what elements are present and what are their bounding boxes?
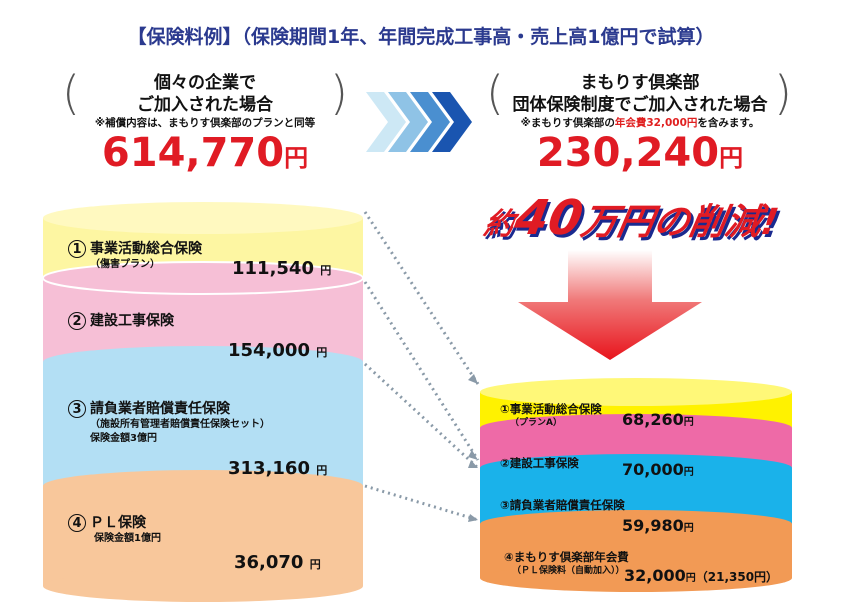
right-segment-4-extra: （21,350円） xyxy=(695,570,779,584)
right-note: ※まもりす倶楽部の年会費32,000円を含みます。 xyxy=(490,116,790,130)
chevron-3-icon xyxy=(410,92,450,152)
left-segment-3-sub2: 保険金額3億円 xyxy=(90,433,157,444)
right-segment-1-amount: 68,260 xyxy=(622,410,684,429)
left-segment-3: 3 請負業者賠償責任保険 （施設所有管理者賠償責任保険セット） 保険金額3億円 xyxy=(68,400,270,446)
right-note-suffix: を含みます。 xyxy=(697,117,760,129)
right-segment-1-num: ① xyxy=(500,402,510,416)
left-segment-3-sub: （施設所有管理者賠償責任保険セット） xyxy=(90,419,270,430)
left-segment-4-label: ＰＬ保険 xyxy=(90,515,146,531)
right-segment-4-price: 32,000円（21,350円） xyxy=(624,566,779,585)
right-heading: まもりす倶楽部 団体保険制度でご加入された場合 ※まもりす倶楽部の年会費32,0… xyxy=(490,72,790,130)
right-note-red: 年会費32,000円 xyxy=(614,117,698,129)
left-segment-2-price: 154,000 円 xyxy=(228,340,328,361)
left-total-amount: 614,770 xyxy=(101,130,285,176)
right-segment-3-label: 請負業者賠償責任保険 xyxy=(509,498,625,512)
left-segment-2-amount: 154,000 xyxy=(228,340,310,361)
chevron-4-icon xyxy=(432,92,472,152)
left-total-yen: 円 xyxy=(284,144,309,172)
left-segment-2-num: 2 xyxy=(68,312,86,330)
left-segment-1: 1 事業活動総合保険 （傷害プラン） xyxy=(68,240,202,272)
right-heading-line1: まもりす倶楽部 xyxy=(580,73,700,93)
left-segment-1-price: 111,540 円 xyxy=(232,258,332,279)
right-segment-2-amount: 70,000 xyxy=(622,460,684,479)
right-segment-2-label: 建設工事保険 xyxy=(509,456,579,470)
down-arrow-icon xyxy=(518,250,702,360)
right-segment-1: ①事業活動総合保険 （プランA） xyxy=(500,402,602,429)
left-segment-4-amount: 36,070 xyxy=(234,552,304,573)
left-close-paren: ) xyxy=(330,66,348,120)
connector-lines xyxy=(363,211,480,522)
chevron-arrows-icon xyxy=(366,92,472,152)
right-segment-1-price: 68,260円 xyxy=(622,410,694,429)
chevron-2-icon xyxy=(388,92,428,152)
left-segment-1-label: 事業活動総合保険 xyxy=(90,241,202,257)
left-segment-4: 4 ＰＬ保険 保険金額1億円 xyxy=(68,514,161,546)
right-total-amount: 230,240 xyxy=(536,130,720,176)
right-total-yen: 円 xyxy=(719,144,744,172)
right-segment-2-price: 70,000円 xyxy=(622,460,694,479)
left-segment-3-label: 請負業者賠償責任保険 xyxy=(90,401,230,417)
chevron-1-icon xyxy=(366,92,406,152)
right-segment-1-label: 事業活動総合保険 xyxy=(509,402,602,416)
right-segment-4-label: まもりす倶楽部年会費 xyxy=(513,550,629,564)
left-segment-1-sub: （傷害プラン） xyxy=(90,259,160,270)
right-close-paren: ) xyxy=(774,66,792,120)
right-open-paren: ( xyxy=(486,66,504,120)
right-heading-line2: 団体保険制度でご加入された場合 xyxy=(512,95,768,115)
left-heading-line2: ご加入された場合 xyxy=(137,95,273,115)
left-segment-4-num: 4 xyxy=(68,514,86,532)
left-note: ※補償内容は、まもりす倶楽部のプランと同等 xyxy=(94,117,316,129)
right-segment-1-sub: （プランA） xyxy=(510,418,562,428)
left-heading: 個々の企業で ご加入された場合 ※補償内容は、まもりす倶楽部のプランと同等 xyxy=(60,72,350,130)
right-segment-3: ③請負業者賠償責任保険 xyxy=(500,498,625,513)
page-title: 【保険料例】（保険期間1年、年間完成工事高・売上高1億円で試算） xyxy=(127,26,715,48)
left-open-paren: ( xyxy=(62,66,80,120)
left-segment-3-num: 3 xyxy=(68,400,86,418)
left-segment-3-price: 313,160 円 xyxy=(228,458,328,479)
left-segment-1-amount: 111,540 xyxy=(232,258,314,279)
right-total-price: 230,240円 xyxy=(490,130,790,176)
right-note-prefix: ※まもりす倶楽部の xyxy=(520,117,615,129)
left-segment-3-amount: 313,160 xyxy=(228,458,310,479)
left-segment-2-label: 建設工事保険 xyxy=(90,313,174,329)
left-heading-line1: 個々の企業で xyxy=(154,73,256,93)
right-segment-4-num: ④ xyxy=(504,550,514,564)
right-segment-3-num: ③ xyxy=(500,498,510,512)
right-segment-2: ②建設工事保険 xyxy=(500,456,579,471)
right-segment-3-price: 59,980円 xyxy=(622,516,694,535)
left-total-price: 614,770円 xyxy=(60,130,350,176)
right-segment-4-amount: 32,000 xyxy=(624,566,686,585)
connector-arrowheads xyxy=(468,374,478,522)
left-segment-4-price: 36,070 円 xyxy=(234,552,321,573)
right-segment-3-amount: 59,980 xyxy=(622,516,684,535)
left-segment-2: 2 建設工事保険 xyxy=(68,312,174,330)
right-segment-4: ④まもりす倶楽部年会費 （ＰＬ保険料（自動加入）） xyxy=(504,550,629,577)
left-segment-4-sub: 保険金額1億円 xyxy=(94,533,161,544)
left-segment-1-num: 1 xyxy=(68,240,86,258)
right-segment-4-sub: （ＰＬ保険料（自動加入）） xyxy=(512,566,625,576)
right-segment-2-num: ② xyxy=(500,456,510,470)
